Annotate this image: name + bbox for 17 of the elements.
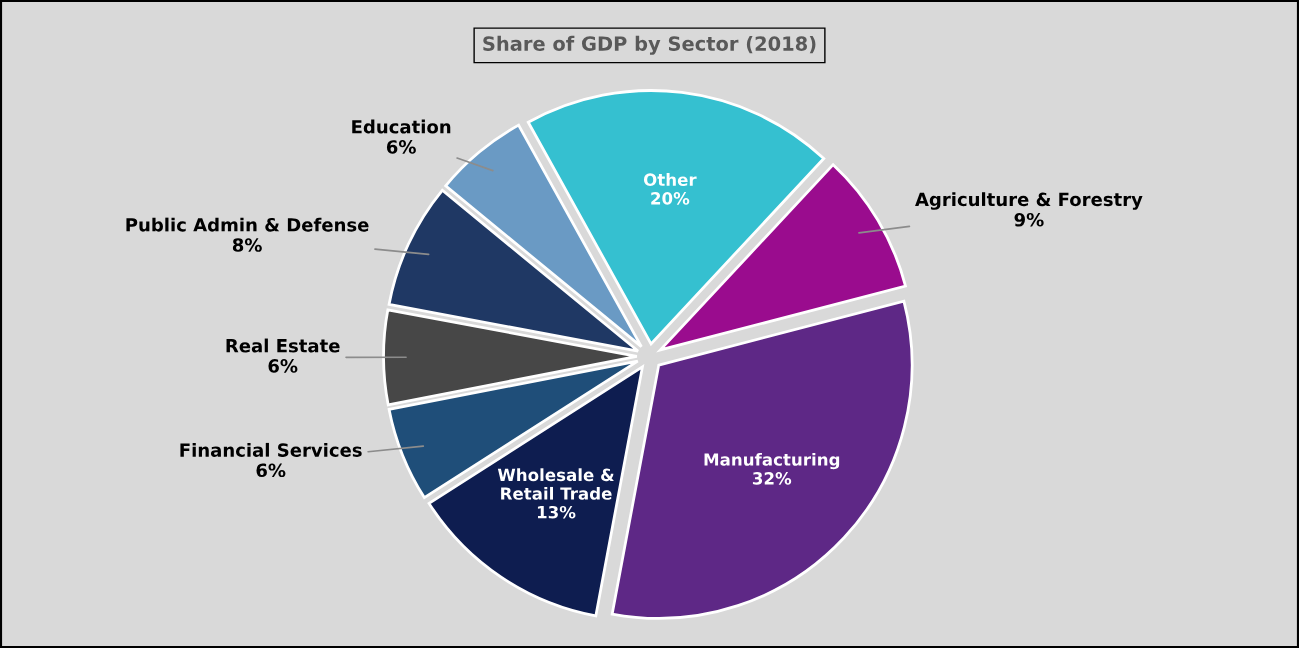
slice-label: Financial Services: [180, 442, 362, 457]
data-label: 6%: [386, 140, 416, 154]
slice-label: Education: [352, 119, 451, 134]
data-label: 8%: [232, 238, 262, 252]
data-label: 32%: [752, 472, 792, 485]
data-label: 6%: [268, 359, 298, 373]
data-label: 20%: [651, 192, 690, 205]
data-label: 6%: [256, 463, 286, 478]
data-label: 13%: [537, 505, 576, 519]
slice-label: Other: [643, 173, 697, 186]
slice-label: Public Admin & Defense: [126, 217, 369, 232]
slice-label: Wholesale & Retail Trade: [497, 468, 614, 500]
slice-label: Real Estate: [226, 338, 340, 353]
slice-label: Agriculture & Forestry: [915, 192, 1143, 210]
chart-title: Share of GDP by Sector (2018): [483, 35, 816, 55]
data-label: 9%: [1014, 212, 1044, 227]
slice-label: Manufacturing: [704, 452, 840, 470]
